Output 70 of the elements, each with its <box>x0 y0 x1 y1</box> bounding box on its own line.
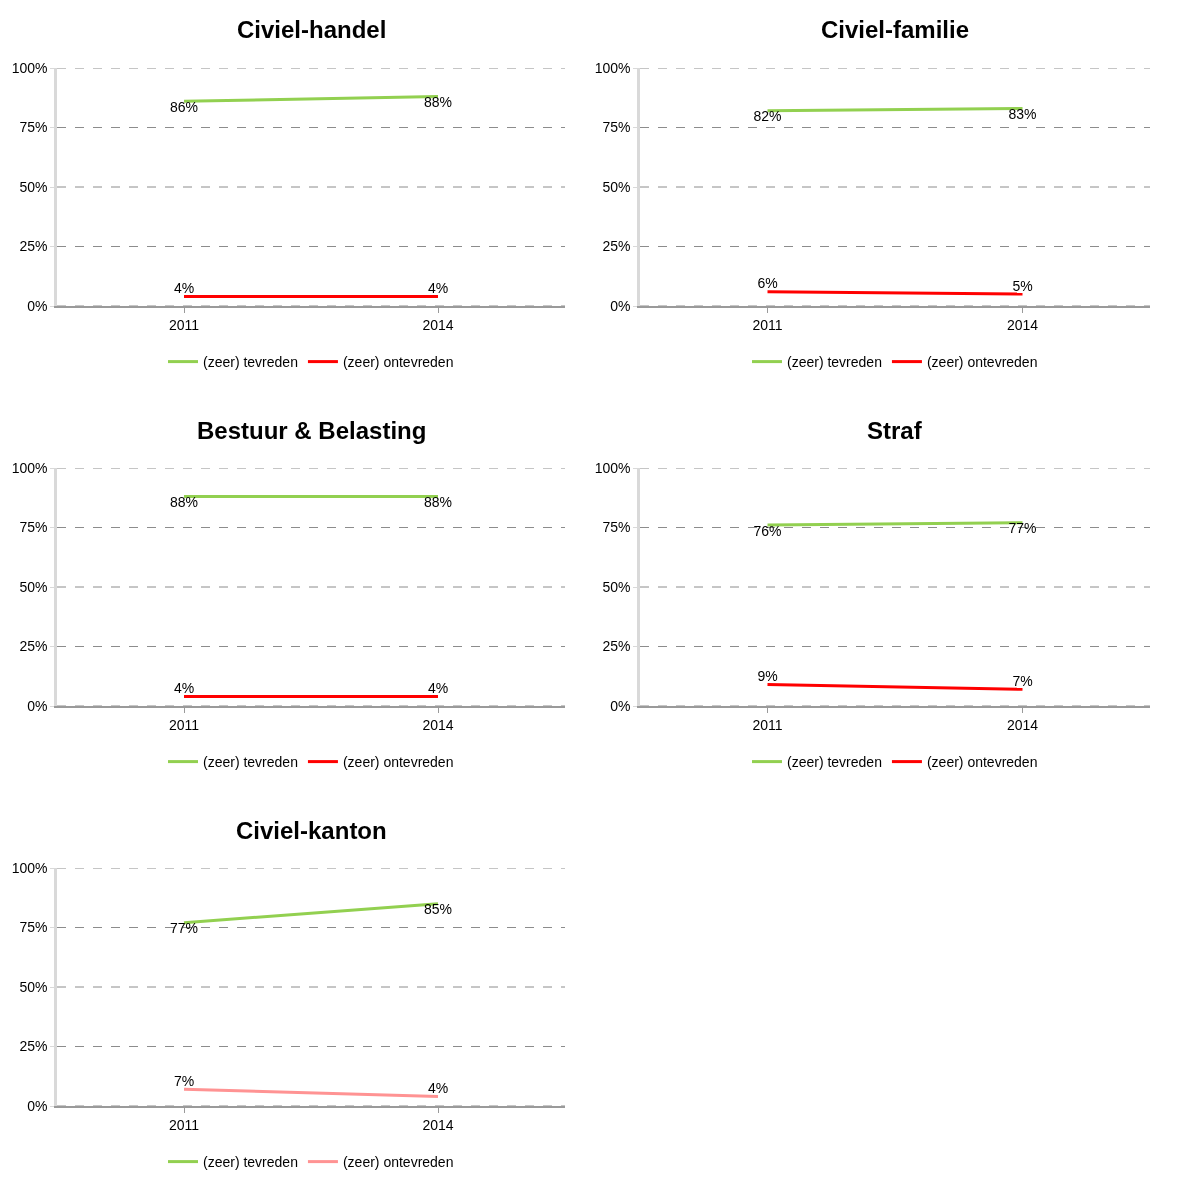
y-tick-label: 100% <box>594 459 631 476</box>
data-label: 4% <box>427 279 449 296</box>
y-tick-label: 0% <box>27 1097 48 1114</box>
legend-label: (zeer) tevreden <box>203 354 298 371</box>
y-tick-label: 50% <box>19 978 48 995</box>
legend-label: (zeer) ontevreden <box>342 754 454 771</box>
data-label: 86% <box>169 98 199 115</box>
y-tick-label: 75% <box>602 519 631 536</box>
legend-label: (zeer) tevreden <box>787 354 882 371</box>
data-label: 77% <box>169 920 199 937</box>
x-tick-label: 2011 <box>752 716 783 733</box>
x-tick-label: 2011 <box>168 316 200 333</box>
x-tick-label: 2014 <box>1006 316 1039 333</box>
data-label: 4% <box>173 279 195 296</box>
y-tick-label: 25% <box>602 638 631 655</box>
data-label: 4% <box>427 679 449 696</box>
y-tick-label: 75% <box>602 119 631 136</box>
legend-label: (zeer) ontevreden <box>342 1154 454 1171</box>
y-tick-label: 50% <box>602 578 631 595</box>
legend-label: (zeer) ontevreden <box>926 354 1038 371</box>
x-tick-label: 2014 <box>422 716 454 733</box>
data-label: 7% <box>173 1072 195 1089</box>
y-tick-label: 50% <box>19 578 48 595</box>
y-tick-label: 25% <box>602 238 631 255</box>
data-label: 76% <box>753 522 782 539</box>
x-tick-label: 2014 <box>1006 716 1039 733</box>
legend-label: (zeer) tevreden <box>787 754 882 771</box>
y-tick-label: 100% <box>11 59 48 76</box>
data-label: 85% <box>423 901 453 918</box>
y-tick-label: 0% <box>27 297 48 314</box>
y-tick-label: 100% <box>11 459 48 476</box>
data-label: 7% <box>1012 672 1033 689</box>
y-tick-label: 0% <box>27 697 48 714</box>
chart-title: Civiel-familie <box>821 16 970 43</box>
x-tick-label: 2011 <box>168 716 200 733</box>
chart-title: Civiel-kanton <box>236 817 387 844</box>
y-tick-label: 100% <box>11 859 48 876</box>
data-label: 88% <box>423 494 453 511</box>
data-label: 82% <box>753 108 782 125</box>
y-tick-label: 75% <box>19 519 48 536</box>
legend-label: (zeer) tevreden <box>203 1154 298 1171</box>
y-tick-label: 25% <box>19 638 48 655</box>
x-tick-label: 2011 <box>168 1116 200 1133</box>
chart-title: Civiel-handel <box>237 16 387 43</box>
y-tick-label: 50% <box>19 178 48 195</box>
y-tick-label: 75% <box>19 919 48 936</box>
y-tick-label: 25% <box>19 1038 48 1055</box>
data-label: 5% <box>1012 277 1033 294</box>
data-label: 4% <box>427 1079 449 1096</box>
legend-label: (zeer) ontevreden <box>926 754 1038 771</box>
data-label: 9% <box>757 668 778 685</box>
x-tick-label: 2014 <box>422 316 454 333</box>
legend-label: (zeer) ontevreden <box>342 354 454 371</box>
y-tick-label: 50% <box>602 178 631 195</box>
data-label: 77% <box>1008 520 1037 537</box>
y-tick-label: 25% <box>19 238 48 255</box>
y-tick-label: 0% <box>610 697 631 714</box>
data-label: 88% <box>169 494 199 511</box>
y-tick-label: 0% <box>610 297 631 314</box>
x-tick-label: 2014 <box>422 1116 454 1133</box>
chart-title: Straf <box>867 417 923 444</box>
data-label: 83% <box>1008 105 1037 122</box>
data-label: 6% <box>757 275 778 292</box>
chart-title: Bestuur & Belasting <box>197 417 427 444</box>
data-label: 88% <box>423 94 453 111</box>
y-tick-label: 100% <box>594 59 631 76</box>
legend-label: (zeer) tevreden <box>203 754 298 771</box>
data-label: 4% <box>173 679 195 696</box>
x-tick-label: 2011 <box>752 316 783 333</box>
y-tick-label: 75% <box>19 119 48 136</box>
